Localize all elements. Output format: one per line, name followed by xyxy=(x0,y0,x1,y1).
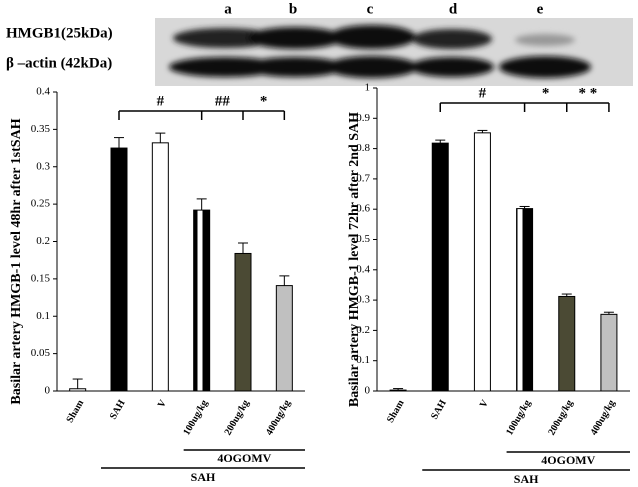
x-tick-label: 400ug/kg xyxy=(264,398,293,437)
group-label: SAH xyxy=(191,470,216,484)
bar xyxy=(431,142,449,392)
y-tick-label: 0.35 xyxy=(31,123,51,135)
significance-label: * * xyxy=(578,85,597,101)
lane-label: e xyxy=(537,1,544,17)
y-tick-label: 1 xyxy=(365,82,371,94)
x-tick-label: 100ug/kg xyxy=(504,398,533,437)
y-tick-label: 0 xyxy=(45,385,51,397)
group-label: SAH xyxy=(514,472,539,486)
group-label: 4OGOMV xyxy=(217,451,271,465)
y-tick-label: 0.3 xyxy=(356,294,370,306)
y-tick-label: 0.3 xyxy=(36,160,50,172)
y-tick-label: 0.4 xyxy=(356,263,370,275)
x-tick-label: 100ug/kg xyxy=(181,398,210,437)
x-tick-label: Sham xyxy=(65,398,87,425)
x-tick-label: 400ug/kg xyxy=(589,398,618,437)
bar xyxy=(151,142,169,392)
y-tick-label: 0.1 xyxy=(356,354,370,366)
y-tick-label: 0 xyxy=(365,385,371,397)
y-axis-label: Basilar artery HMGB-1 level 48hr after 1… xyxy=(9,118,24,404)
bar xyxy=(558,295,576,392)
y-tick-label: 0.15 xyxy=(31,272,51,284)
x-tick-label: V xyxy=(478,397,492,409)
y-axis-label: Basilar artery HMGB-1 level 72hr after 2… xyxy=(347,112,362,407)
x-tick-label: 200ug/kg xyxy=(546,398,575,437)
lane-label: a xyxy=(224,1,232,17)
bar xyxy=(600,313,618,392)
x-tick-label: SAH xyxy=(108,398,128,421)
y-tick-label: 0.2 xyxy=(36,235,50,247)
lane-label: d xyxy=(449,1,458,17)
y-tick-label: 0.6 xyxy=(356,203,370,215)
lane-label: c xyxy=(367,1,374,17)
y-tick-label: 0.5 xyxy=(356,233,370,245)
y-tick-label: 0.4 xyxy=(36,86,50,98)
significance-label: ## xyxy=(215,93,231,109)
bar xyxy=(473,132,491,392)
blot-bands xyxy=(169,25,591,78)
bar xyxy=(193,209,211,392)
bar xyxy=(234,252,252,392)
y-tick-label: 0.8 xyxy=(356,142,370,154)
y-tick-label: 0.9 xyxy=(356,112,370,124)
x-tick-label: V xyxy=(156,397,170,409)
bar xyxy=(69,388,87,392)
x-tick-label: 200ug/kg xyxy=(223,398,252,437)
bar xyxy=(516,208,534,392)
y-tick-label: 0.1 xyxy=(36,310,50,322)
blot-row-label: β –actin (42kDa) xyxy=(6,55,112,71)
bar xyxy=(110,147,128,392)
lane-label: b xyxy=(289,1,297,17)
y-tick-label: 0.25 xyxy=(31,198,51,210)
x-tick-label: Sham xyxy=(385,398,407,425)
blot-row-label: HMGB1(25kDa) xyxy=(6,25,113,41)
y-tick-label: 0.2 xyxy=(356,324,370,336)
significance-label: # xyxy=(157,93,165,109)
significance-label: * xyxy=(260,93,268,109)
x-tick-label: SAH xyxy=(429,398,449,421)
bar xyxy=(389,389,407,392)
y-tick-label: 0.7 xyxy=(356,172,370,184)
significance-label: # xyxy=(479,85,487,101)
significance-label: * xyxy=(542,85,550,101)
group-label: 4OGOMV xyxy=(541,453,595,467)
bar xyxy=(275,285,293,392)
y-tick-label: 0.05 xyxy=(31,347,51,359)
